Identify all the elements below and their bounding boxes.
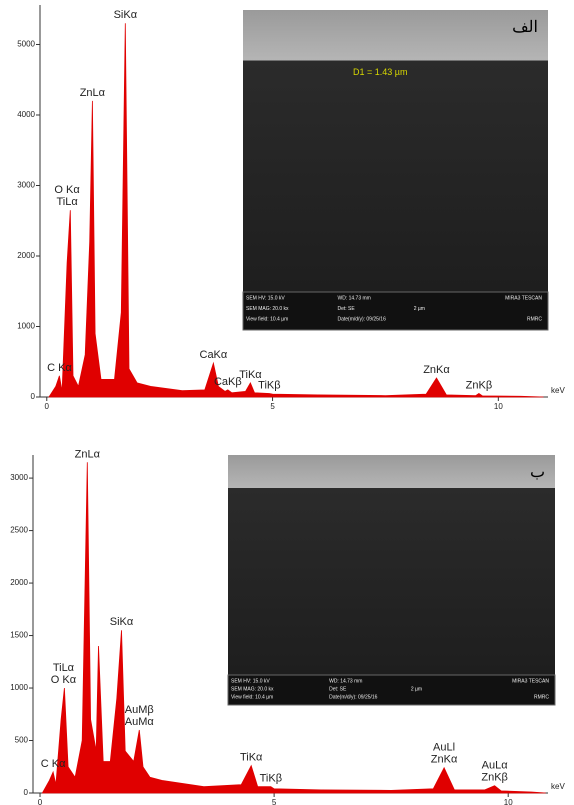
peak-label: SiKα	[114, 9, 138, 21]
sem-info: SEM MAG: 20.0 kx	[246, 306, 289, 312]
x-tick-label: 5	[272, 798, 277, 805]
sem-info-bar	[242, 291, 549, 331]
peak-label: C Kα	[41, 758, 66, 770]
peak-label: O Kα	[54, 184, 80, 196]
peak-label: AuLl	[433, 742, 455, 754]
y-tick-label: 0	[24, 788, 29, 797]
sem-info: Date(m/d/y): 09/25/16	[329, 694, 378, 700]
y-tick-label: 2000	[10, 578, 28, 587]
peak-label: ZnLα	[75, 448, 101, 460]
x-tick-label: 0	[45, 402, 50, 411]
x-axis-label: keV	[551, 782, 565, 791]
peak-label: AuMβ	[125, 704, 154, 716]
peak-label: C Kα	[47, 362, 72, 374]
sem-info: SEM MAG: 20.0 kx	[231, 686, 274, 692]
peak-label: ZnLα	[80, 87, 106, 99]
y-tick-label: 5000	[17, 40, 35, 49]
sem-info: SEM HV: 15.0 kV	[231, 678, 270, 684]
peak-label: SiKα	[110, 616, 134, 628]
y-tick-label: 2000	[17, 251, 35, 260]
peak-label: TiKα	[239, 369, 262, 381]
peak-label: ZnKα	[423, 364, 450, 376]
measurement: D1 = 1.43 µm	[353, 67, 407, 77]
peak-label: CaKβ	[214, 376, 242, 388]
sem-info: RMRC	[527, 317, 542, 323]
y-tick-label: 3000	[17, 181, 35, 190]
y-tick-label: 500	[15, 736, 29, 745]
x-axis-label: keV	[551, 386, 565, 395]
peak-label: TiKα	[240, 752, 263, 764]
sem-info: MIRA3 TESCAN	[512, 678, 549, 684]
y-tick-label: 1000	[10, 683, 28, 692]
sem-info: 2 µm	[414, 306, 425, 312]
peak-label: AuLα	[482, 760, 509, 772]
peak-label: TiLα	[53, 662, 75, 674]
y-tick-label: 3000	[10, 473, 28, 482]
peak-label: CaKα	[200, 349, 228, 361]
x-tick-label: 0	[38, 798, 43, 805]
peak-label: O Kα	[51, 674, 77, 686]
inset-label: ب	[530, 464, 545, 481]
sem-info: 2 µm	[411, 686, 422, 692]
peak-label: ZnKβ	[481, 772, 508, 784]
x-tick-label: 10	[504, 798, 513, 805]
y-tick-label: 4000	[17, 110, 35, 119]
sem-info-bar	[227, 674, 556, 706]
sem-info: WD: 14.73 mm	[329, 678, 362, 684]
y-tick-label: 0	[31, 392, 36, 401]
peak-label: TiLα	[56, 196, 78, 208]
sem-info: View field: 10.4 µm	[231, 694, 273, 700]
spectrum	[48, 23, 544, 398]
y-tick-label: 1500	[10, 631, 28, 640]
x-tick-label: 5	[270, 402, 275, 411]
sem-info: Det: SE	[338, 306, 356, 312]
sem-info: SEM HV: 15.0 kV	[246, 295, 285, 301]
spectrum	[41, 462, 546, 794]
x-tick-label: 10	[494, 402, 503, 411]
peak-label: TiKβ	[258, 379, 280, 391]
sem-info: Det: SE	[329, 686, 347, 692]
sem-info: View field: 10.4 µm	[246, 317, 288, 323]
peak-label: AuMα	[125, 716, 155, 728]
y-tick-label: 2500	[10, 526, 28, 535]
sem-image	[228, 455, 555, 675]
peak-label: ZnKβ	[466, 379, 493, 391]
peak-label: ZnKα	[431, 754, 458, 766]
peak-label: TiKβ	[260, 773, 282, 785]
sem-info: MIRA3 TESCAN	[505, 295, 542, 301]
sem-info: Date(m/d/y): 09/25/16	[338, 317, 387, 323]
sem-info: WD: 14.73 mm	[338, 295, 371, 301]
y-tick-label: 1000	[17, 322, 35, 331]
sem-info: RMRC	[534, 694, 549, 700]
sem-image	[243, 10, 548, 292]
inset-label: الف	[512, 19, 538, 36]
